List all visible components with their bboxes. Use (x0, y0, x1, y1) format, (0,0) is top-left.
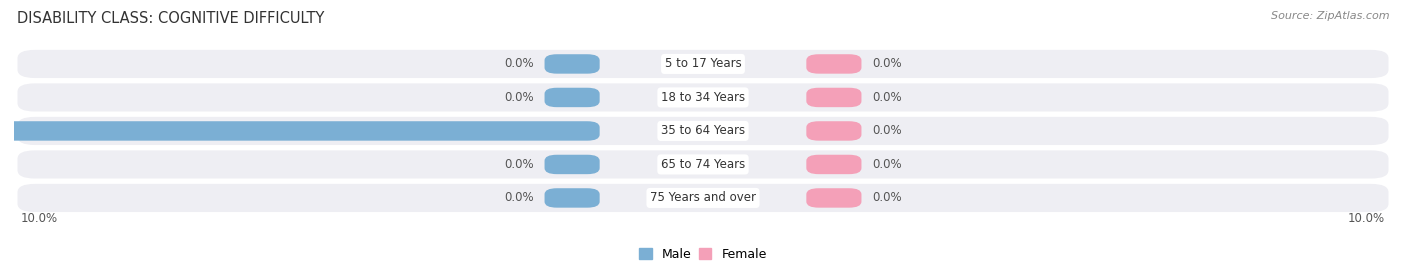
Text: 0.0%: 0.0% (872, 124, 901, 137)
FancyBboxPatch shape (807, 121, 862, 141)
Text: 0.0%: 0.0% (872, 58, 901, 70)
FancyBboxPatch shape (807, 88, 862, 107)
FancyBboxPatch shape (544, 155, 599, 174)
Text: 10.0%: 10.0% (1348, 212, 1385, 225)
FancyBboxPatch shape (807, 155, 862, 174)
Text: 10.0%: 10.0% (21, 212, 58, 225)
Text: 5 to 17 Years: 5 to 17 Years (665, 58, 741, 70)
FancyBboxPatch shape (17, 50, 1389, 78)
FancyBboxPatch shape (17, 184, 1389, 212)
Legend: Male, Female: Male, Female (634, 243, 772, 266)
FancyBboxPatch shape (544, 188, 599, 208)
Text: DISABILITY CLASS: COGNITIVE DIFFICULTY: DISABILITY CLASS: COGNITIVE DIFFICULTY (17, 11, 325, 26)
Text: 35 to 64 Years: 35 to 64 Years (661, 124, 745, 137)
Text: 0.0%: 0.0% (505, 158, 534, 171)
FancyBboxPatch shape (544, 88, 599, 107)
FancyBboxPatch shape (544, 54, 599, 74)
Text: 0.0%: 0.0% (872, 158, 901, 171)
Text: Source: ZipAtlas.com: Source: ZipAtlas.com (1271, 11, 1389, 21)
Text: 65 to 74 Years: 65 to 74 Years (661, 158, 745, 171)
FancyBboxPatch shape (807, 54, 862, 74)
Text: 0.0%: 0.0% (505, 191, 534, 204)
Text: 18 to 34 Years: 18 to 34 Years (661, 91, 745, 104)
FancyBboxPatch shape (807, 188, 862, 208)
FancyBboxPatch shape (17, 117, 1389, 145)
FancyBboxPatch shape (0, 121, 599, 141)
FancyBboxPatch shape (17, 83, 1389, 112)
Text: 0.0%: 0.0% (505, 58, 534, 70)
Text: 0.0%: 0.0% (872, 191, 901, 204)
Text: 0.0%: 0.0% (872, 91, 901, 104)
Text: 75 Years and over: 75 Years and over (650, 191, 756, 204)
FancyBboxPatch shape (17, 150, 1389, 178)
Text: 0.0%: 0.0% (505, 91, 534, 104)
